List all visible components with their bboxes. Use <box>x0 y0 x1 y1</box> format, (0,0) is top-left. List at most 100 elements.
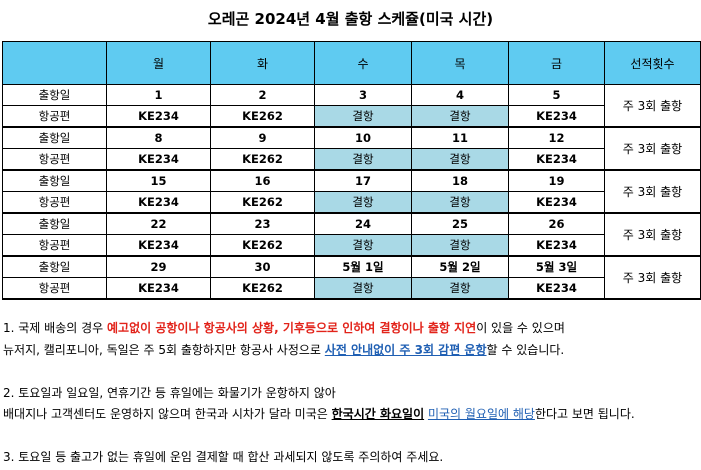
date-cell: 29 <box>106 255 211 278</box>
warning-text: 예고없이 공항이나 항공사의 상황, 기후등으로 인하여 결항이나 출항 지연 <box>107 321 477 335</box>
flight-row: 항공편 KE234 KE262 결항 결항 KE234 <box>2 105 701 128</box>
date-cell: 24 <box>314 212 412 235</box>
header-cell: 화 <box>210 41 315 85</box>
date-cell: 22 <box>106 212 211 235</box>
date-cell: 5 <box>508 84 605 106</box>
header-cell: 월 <box>106 41 211 85</box>
cancelled-cell: 결항 <box>314 191 412 214</box>
flight-cell: KE234 <box>106 191 211 214</box>
row-label: 출항일 <box>2 126 107 149</box>
flight-cell: KE262 <box>210 234 315 257</box>
flight-cell: KE234 <box>106 148 211 171</box>
note-text: 한다고 보면 됩니다. <box>534 407 635 421</box>
departure-row: 출항일 15 16 17 18 19 주 3회 출항 <box>2 169 701 214</box>
shipping-frequency: 주 3회 출항 <box>604 212 701 257</box>
row-label: 항공편 <box>2 191 107 214</box>
date-cell: 5월 1일 <box>314 255 412 278</box>
date-cell: 10 <box>314 126 412 149</box>
note-2-line-2: 배대지나 고객센터도 운영하지 않으며 한국과 시차가 달라 미국은 한국시간 … <box>3 404 701 426</box>
row-label: 항공편 <box>2 234 107 257</box>
cancelled-cell: 결항 <box>411 234 509 257</box>
cancelled-cell: 결항 <box>314 234 412 257</box>
row-label: 출항일 <box>2 212 107 235</box>
cancelled-cell: 결항 <box>314 105 412 128</box>
shipping-frequency: 주 3회 출항 <box>604 84 701 128</box>
note-text: 1. 국제 배송의 경우 <box>3 321 107 335</box>
note-text: 뉴저지, 캘리포니아, 독일은 주 5회 출항하지만 항공사 사정으로 <box>3 342 325 357</box>
cancelled-cell: 결항 <box>314 277 412 300</box>
date-cell: 26 <box>508 212 605 235</box>
flight-row: 항공편 KE234 KE262 결항 결항 KE234 <box>2 234 701 257</box>
departure-row: 출항일 29 30 5월 1일 5월 2일 5월 3일 주 3회 출항 <box>2 255 701 300</box>
date-cell: 12 <box>508 126 605 149</box>
date-cell: 5월 3일 <box>508 255 605 278</box>
row-label: 항공편 <box>2 277 107 300</box>
departure-row: 출항일 1 2 3 4 5 주 3회 출항 <box>2 84 701 128</box>
flight-row: 항공편 KE234 KE262 결항 결항 KE234 <box>2 191 701 214</box>
flight-cell: KE234 <box>106 277 211 300</box>
note-text: 2. 토요일과 일요일, 연휴기간 등 휴일에는 화물기가 운항하지 않아 <box>3 385 336 400</box>
flight-cell: KE234 <box>508 234 605 257</box>
highlight-text: 미국의 월요일에 해당 <box>427 407 535 421</box>
cancelled-cell: 결항 <box>411 148 509 171</box>
header-cell <box>2 41 107 85</box>
shipping-frequency: 주 3회 출항 <box>604 169 701 214</box>
note-2-line-1: 2. 토요일과 일요일, 연휴기간 등 휴일에는 화물기가 운항하지 않아 <box>3 383 701 405</box>
departure-row: 출항일 22 23 24 25 26 주 3회 출항 <box>2 212 701 257</box>
date-cell: 4 <box>411 84 509 106</box>
schedule-table: 월 화 수 목 금 선적횟수 출항일 1 2 3 4 5 주 3회 출항 항공편… <box>2 41 701 300</box>
date-cell: 8 <box>106 126 211 149</box>
note-3: 3. 토요일 등 출고가 없는 휴일에 운임 결제할 때 합산 과세되지 않도록… <box>3 447 701 469</box>
flight-cell: KE262 <box>210 191 315 214</box>
date-cell: 16 <box>210 169 315 192</box>
flight-cell: KE262 <box>210 277 315 300</box>
page-title: 오레곤 2024년 4월 출항 스케쥴(미국 시간) <box>207 10 494 28</box>
shipping-frequency: 주 3회 출항 <box>604 126 701 171</box>
note-text: 3. 토요일 등 출고가 없는 휴일에 운임 결제할 때 합산 과세되지 않도록… <box>3 450 444 464</box>
date-cell: 23 <box>210 212 315 235</box>
date-cell: 30 <box>210 255 315 278</box>
note-1-line-1: 1. 국제 배송의 경우 예고없이 공항이나 항공사의 상황, 기후등으로 인하… <box>3 318 701 340</box>
cancelled-cell: 결항 <box>411 105 509 128</box>
row-label: 출항일 <box>2 169 107 192</box>
cancelled-cell: 결항 <box>411 277 509 300</box>
row-label: 항공편 <box>2 148 107 171</box>
header-cell: 목 <box>411 41 509 85</box>
note-text: 할 수 있습니다. <box>486 342 565 357</box>
date-cell: 11 <box>411 126 509 149</box>
note-1-line-2: 뉴저지, 캘리포니아, 독일은 주 5회 출항하지만 항공사 사정으로 사전 안… <box>3 340 701 362</box>
flight-cell: KE234 <box>508 277 605 300</box>
flight-cell: KE234 <box>508 191 605 214</box>
row-label: 항공편 <box>2 105 107 128</box>
date-cell: 19 <box>508 169 605 192</box>
flight-cell: KE262 <box>210 105 315 128</box>
row-label: 출항일 <box>2 255 107 278</box>
header-cell: 금 <box>508 41 605 85</box>
date-cell: 2 <box>210 84 315 106</box>
date-cell: 1 <box>106 84 211 106</box>
date-cell: 18 <box>411 169 509 192</box>
departure-row: 출항일 8 9 10 11 12 주 3회 출항 <box>2 126 701 171</box>
date-cell: 9 <box>210 126 315 149</box>
date-cell: 25 <box>411 212 509 235</box>
flight-cell: KE262 <box>210 148 315 171</box>
cancelled-cell: 결항 <box>411 191 509 214</box>
date-cell: 17 <box>314 169 412 192</box>
flight-cell: KE234 <box>508 148 605 171</box>
flight-cell: KE234 <box>106 234 211 257</box>
header-cell: 선적횟수 <box>604 41 701 85</box>
note-text: 배대지나 고객센터도 운영하지 않으며 한국과 시차가 달라 미국은 <box>3 407 332 421</box>
date-cell: 3 <box>314 84 412 106</box>
header-cell: 수 <box>314 41 412 85</box>
flight-cell: KE234 <box>106 105 211 128</box>
flight-cell: KE234 <box>508 105 605 128</box>
flight-row: 항공편 KE234 KE262 결항 결항 KE234 <box>2 148 701 171</box>
shipping-frequency: 주 3회 출항 <box>604 255 701 300</box>
header-row: 월 화 수 목 금 선적횟수 <box>2 41 701 85</box>
flight-row: 항공편 KE234 KE262 결항 결항 KE234 <box>2 277 701 300</box>
highlight-text: 사전 안내없이 주 3회 감편 운항 <box>324 342 487 357</box>
row-label: 출항일 <box>2 84 107 106</box>
cancelled-cell: 결항 <box>314 148 412 171</box>
highlight-text: 한국시간 화요일이 <box>331 407 425 421</box>
note-text: 이 있을 수 있으며 <box>476 321 565 335</box>
